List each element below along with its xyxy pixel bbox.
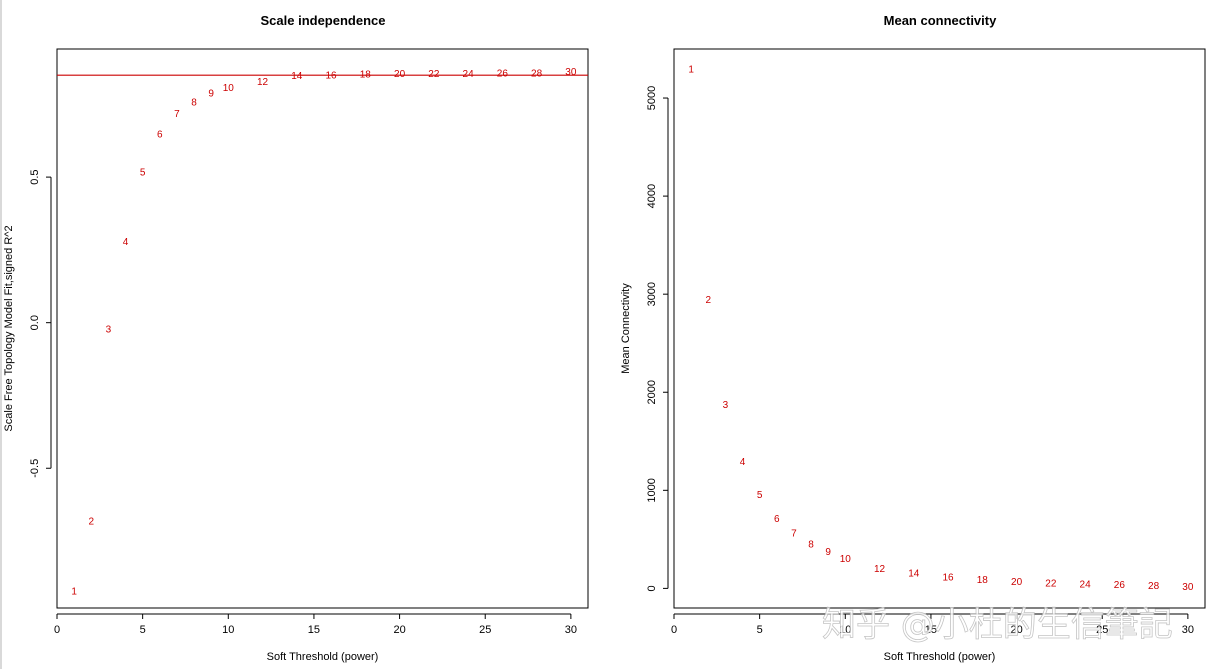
x-tick-label: 25 [479, 624, 491, 636]
data-point-label: 8 [808, 539, 814, 550]
data-point-label: 8 [191, 97, 197, 108]
y-tick-label: 5000 [646, 86, 658, 110]
data-point-label: 24 [463, 69, 475, 80]
data-point-label: 1 [71, 587, 77, 598]
x-tick-label: 15 [925, 624, 937, 636]
x-tick-label: 0 [54, 624, 60, 636]
data-point-label: 16 [943, 573, 955, 584]
data-point-label: 10 [840, 554, 852, 565]
data-point-label: 30 [565, 67, 577, 78]
data-point-label: 28 [531, 68, 543, 79]
y-tick-label: 0 [646, 585, 658, 591]
data-point-label: 24 [1080, 579, 1092, 590]
data-point-label: 9 [208, 89, 214, 100]
data-point-label: 7 [791, 528, 797, 539]
data-point-label: 16 [326, 71, 338, 82]
data-point-label: 22 [1045, 579, 1057, 590]
y-tick-label: 3000 [646, 282, 658, 306]
data-point-label: 4 [123, 237, 129, 248]
data-point-label: 26 [1114, 580, 1126, 591]
x-tick-label: 20 [393, 624, 405, 636]
y-tick-label: 1000 [646, 478, 658, 502]
data-point-label: 14 [908, 569, 920, 580]
y-tick-label: 4000 [646, 184, 658, 208]
data-point-label: 2 [88, 517, 94, 528]
y-axis-label: Scale Free Topology Model Fit,signed R^2 [3, 225, 15, 431]
x-tick-label: 5 [757, 624, 763, 636]
y-axis-label: Mean Connectivity [620, 283, 632, 374]
chart-title: Mean connectivity [884, 13, 997, 28]
data-point-label: 12 [874, 564, 886, 575]
x-tick-label: 25 [1096, 624, 1108, 636]
x-tick-label: 10 [222, 624, 234, 636]
y-tick-label: 0.5 [29, 169, 41, 184]
x-tick-label: 15 [308, 624, 320, 636]
data-point-label: 3 [723, 400, 729, 411]
data-point-label: 10 [223, 83, 235, 94]
x-tick-label: 10 [839, 624, 851, 636]
data-point-label: 9 [825, 547, 831, 558]
data-point-label: 4 [740, 457, 746, 468]
data-point-label: 7 [174, 109, 180, 120]
data-point-label: 28 [1148, 581, 1160, 592]
data-point-label: 12 [257, 77, 269, 88]
data-point-label: 20 [1011, 577, 1023, 588]
data-point-label: 22 [428, 69, 440, 80]
plot-frame [673, 48, 1206, 609]
x-tick-label: 20 [1010, 624, 1022, 636]
window-left-edge [0, 0, 2, 669]
data-point-label: 14 [291, 71, 303, 82]
x-tick-label: 30 [1182, 624, 1194, 636]
x-tick-label: 5 [140, 624, 146, 636]
data-point-label: 18 [360, 70, 372, 81]
data-point-label: 26 [497, 68, 509, 79]
x-tick-label: 0 [671, 624, 677, 636]
data-point-label: 5 [757, 490, 763, 501]
plot-frame [56, 48, 589, 609]
x-axis-label: Soft Threshold (power) [884, 651, 996, 663]
data-point-label: 1 [688, 65, 694, 76]
data-point-label: 2 [705, 295, 711, 306]
data-point-label: 3 [106, 325, 112, 336]
data-point-label: 5 [140, 167, 146, 178]
y-tick-label: 0.0 [29, 315, 41, 330]
data-point-label: 18 [977, 575, 989, 586]
x-axis-label: Soft Threshold (power) [267, 651, 379, 663]
data-point-label: 6 [774, 514, 780, 525]
data-point-label: 30 [1182, 582, 1194, 593]
chart-title: Scale independence [261, 13, 386, 28]
data-point-label: 20 [394, 69, 406, 80]
data-point-label: 6 [157, 129, 163, 140]
x-tick-label: 30 [565, 624, 577, 636]
watermark-text: 知乎 @小杜的生信筆記 [822, 605, 1173, 645]
y-tick-label: 2000 [646, 380, 658, 404]
y-tick-label: -0.5 [29, 459, 41, 478]
